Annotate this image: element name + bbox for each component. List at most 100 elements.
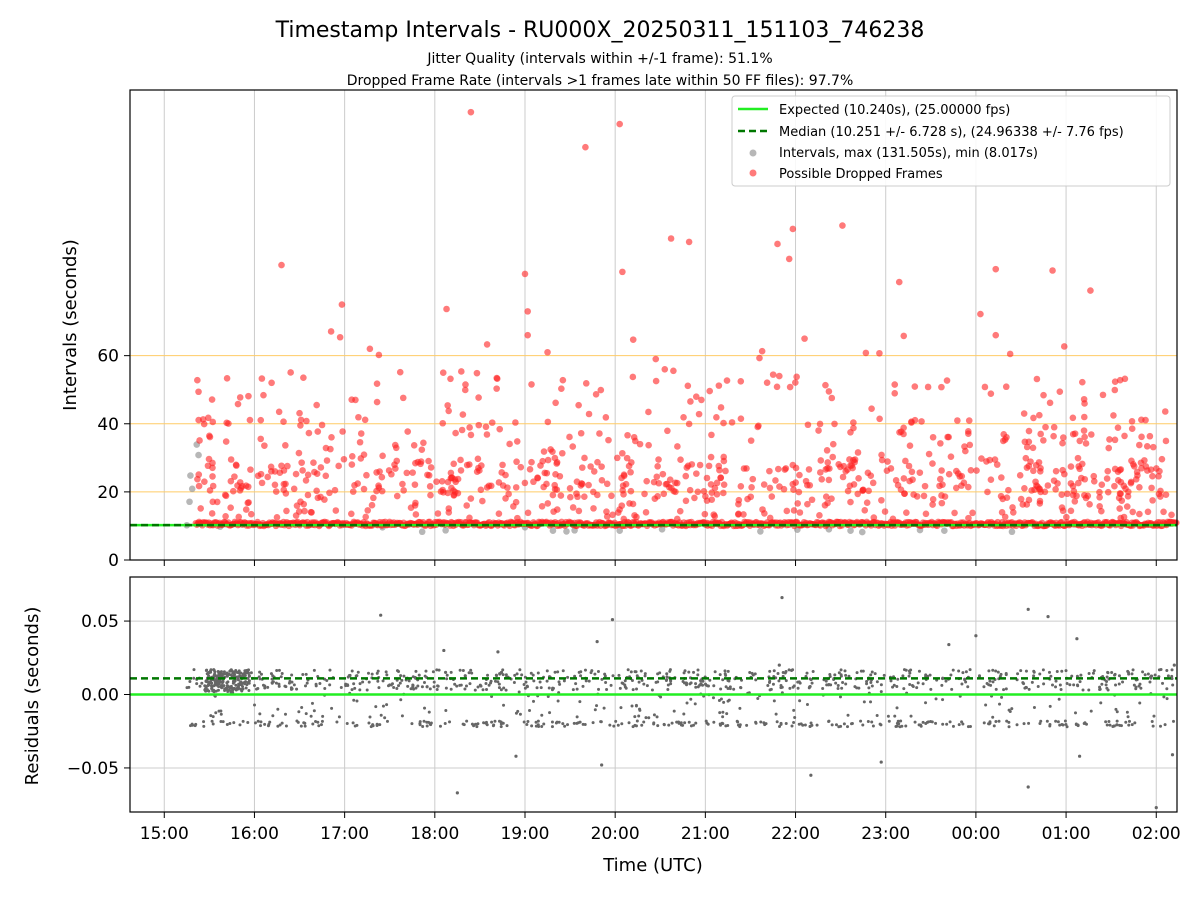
dropped-frame-point [280, 467, 288, 474]
dropped-frame-point [1096, 493, 1103, 501]
dropped-frame-point [1106, 436, 1113, 443]
dropped-frame-point [1103, 475, 1111, 482]
dropped-frame-point [596, 430, 603, 437]
residuals-y-tick-label: 0.05 [81, 612, 119, 632]
dropped-frame-point [987, 476, 995, 484]
residual-point [1026, 785, 1030, 789]
dropped-frame-point [292, 470, 300, 478]
residual-point [449, 670, 453, 674]
dropped-frame-point [1136, 483, 1143, 491]
residual-point [236, 675, 240, 679]
dropped-frame-point [1090, 477, 1098, 485]
dropped-frame-point [227, 477, 235, 485]
residual-point [258, 712, 262, 716]
residual-point [283, 712, 287, 716]
residual-point [241, 684, 245, 688]
dropped-frame-point [692, 393, 700, 400]
residual-point [921, 720, 925, 724]
residual-point [1073, 711, 1077, 715]
residual-point [558, 682, 562, 686]
dropped-frame-point [735, 500, 742, 508]
residual-point [659, 695, 663, 699]
residual-point [263, 686, 267, 690]
residual-point [304, 684, 308, 688]
residual-point [389, 683, 393, 687]
residual-point [1045, 719, 1049, 723]
dropped-frame-point [1021, 484, 1028, 492]
residual-point [792, 720, 796, 724]
dropped-frame-point [458, 368, 465, 375]
residual-point [252, 684, 256, 688]
residual-point [1162, 695, 1166, 699]
residual-point [779, 721, 783, 725]
dropped-frame-point [357, 430, 365, 437]
residual-point [837, 725, 841, 729]
residual-point [542, 722, 546, 726]
residual-point [834, 681, 838, 685]
dropped-frame-point [937, 475, 944, 483]
dropped-frame-point [412, 511, 420, 518]
dropped-frame-point [1067, 507, 1075, 515]
dropped-frame-point [938, 467, 945, 474]
residual-point [276, 724, 280, 728]
residual-point [545, 669, 549, 673]
dropped-frame-point [829, 453, 837, 461]
residual-point [563, 724, 567, 728]
residual-point [351, 721, 355, 725]
residual-point [277, 684, 281, 688]
dropped-frame-point [1030, 467, 1037, 475]
residual-point [941, 722, 945, 726]
residual-point [547, 686, 551, 690]
residual-point [263, 722, 267, 726]
dropped-frame-point [223, 375, 231, 382]
residual-point [875, 713, 879, 717]
dropped-frame-point [775, 465, 782, 473]
residual-point [951, 668, 955, 672]
residual-point [866, 719, 870, 723]
residual-point [284, 724, 288, 728]
residual-point [1124, 720, 1128, 724]
residual-point [316, 720, 320, 724]
dropped-frame-point [918, 418, 925, 425]
residual-point [656, 724, 660, 728]
residual-point [236, 678, 240, 682]
dropped-frame-point [1059, 439, 1066, 447]
dropped-frame-point [296, 409, 303, 417]
dropped-frame-point [1115, 494, 1123, 502]
dropped-frame-point [222, 512, 229, 520]
residual-point [698, 683, 702, 687]
dropped-frame-point [282, 442, 289, 449]
residual-point [862, 700, 866, 704]
dropped-frame-point [598, 477, 606, 484]
residual-point [470, 671, 474, 675]
residual-point [896, 719, 900, 723]
dropped-frame-point [361, 416, 369, 424]
dropped-frame-point [227, 504, 234, 512]
residual-point [1008, 709, 1012, 713]
x-tick-label: 23:00 [861, 824, 910, 844]
residual-point [259, 724, 263, 728]
residual-point [1148, 680, 1152, 684]
residual-point [810, 723, 814, 727]
residual-point [669, 678, 673, 682]
residual-point [337, 715, 341, 719]
dropped-frame-point [213, 498, 221, 506]
residual-point [610, 617, 615, 622]
dropped-frame-point [208, 510, 216, 517]
residual-point [270, 681, 274, 685]
dropped-frame-point [847, 498, 854, 506]
dropped-frame-point [559, 376, 567, 384]
residual-point [921, 682, 925, 686]
residual-point [1048, 704, 1052, 708]
dropped-frame-point [557, 492, 565, 499]
dropped-frame-point [313, 470, 321, 478]
residual-point [855, 686, 859, 690]
dropped-frame-point [1025, 462, 1033, 470]
residual-point [873, 672, 877, 676]
dropped-frame-point [304, 471, 312, 479]
residual-point [204, 679, 208, 683]
residual-point [482, 721, 486, 725]
residual-point [556, 670, 560, 674]
